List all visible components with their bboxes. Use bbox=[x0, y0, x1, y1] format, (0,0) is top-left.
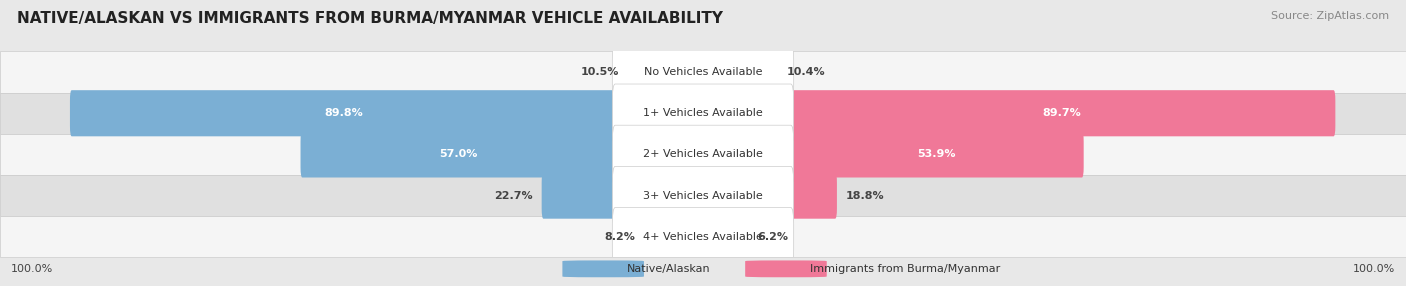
FancyBboxPatch shape bbox=[745, 261, 827, 277]
Text: 57.0%: 57.0% bbox=[440, 150, 478, 159]
FancyBboxPatch shape bbox=[613, 166, 793, 225]
Text: 8.2%: 8.2% bbox=[605, 232, 636, 242]
Text: 10.5%: 10.5% bbox=[581, 67, 619, 77]
Text: 1+ Vehicles Available: 1+ Vehicles Available bbox=[643, 108, 763, 118]
FancyBboxPatch shape bbox=[789, 131, 1084, 178]
Text: NATIVE/ALASKAN VS IMMIGRANTS FROM BURMA/MYANMAR VEHICLE AVAILABILITY: NATIVE/ALASKAN VS IMMIGRANTS FROM BURMA/… bbox=[17, 11, 723, 26]
Text: 100.0%: 100.0% bbox=[1353, 264, 1395, 274]
FancyBboxPatch shape bbox=[628, 55, 703, 89]
Text: 22.7%: 22.7% bbox=[495, 191, 533, 200]
FancyBboxPatch shape bbox=[70, 90, 617, 136]
FancyBboxPatch shape bbox=[613, 43, 793, 101]
FancyBboxPatch shape bbox=[613, 84, 793, 142]
Text: 89.7%: 89.7% bbox=[1043, 108, 1081, 118]
Text: 53.9%: 53.9% bbox=[917, 150, 956, 159]
FancyBboxPatch shape bbox=[301, 131, 617, 178]
FancyBboxPatch shape bbox=[789, 172, 837, 219]
Text: 10.4%: 10.4% bbox=[787, 67, 825, 77]
Text: Source: ZipAtlas.com: Source: ZipAtlas.com bbox=[1271, 11, 1389, 21]
Text: 3+ Vehicles Available: 3+ Vehicles Available bbox=[643, 191, 763, 200]
Text: 4+ Vehicles Available: 4+ Vehicles Available bbox=[643, 232, 763, 242]
FancyBboxPatch shape bbox=[541, 172, 617, 219]
Bar bbox=[0, 216, 1406, 257]
Text: 89.8%: 89.8% bbox=[323, 108, 363, 118]
Bar bbox=[0, 175, 1406, 216]
Text: 2+ Vehicles Available: 2+ Vehicles Available bbox=[643, 150, 763, 159]
FancyBboxPatch shape bbox=[613, 125, 793, 184]
Bar bbox=[0, 51, 1406, 93]
Text: 100.0%: 100.0% bbox=[11, 264, 53, 274]
Text: 18.8%: 18.8% bbox=[846, 191, 884, 200]
FancyBboxPatch shape bbox=[703, 55, 776, 89]
Text: Native/Alaskan: Native/Alaskan bbox=[627, 264, 710, 274]
Text: 6.2%: 6.2% bbox=[756, 232, 789, 242]
Bar bbox=[0, 134, 1406, 175]
FancyBboxPatch shape bbox=[613, 208, 793, 266]
FancyBboxPatch shape bbox=[703, 220, 747, 253]
Text: Immigrants from Burma/Myanmar: Immigrants from Burma/Myanmar bbox=[810, 264, 1000, 274]
FancyBboxPatch shape bbox=[645, 220, 703, 253]
Text: No Vehicles Available: No Vehicles Available bbox=[644, 67, 762, 77]
FancyBboxPatch shape bbox=[789, 90, 1336, 136]
FancyBboxPatch shape bbox=[562, 261, 644, 277]
Bar bbox=[0, 93, 1406, 134]
